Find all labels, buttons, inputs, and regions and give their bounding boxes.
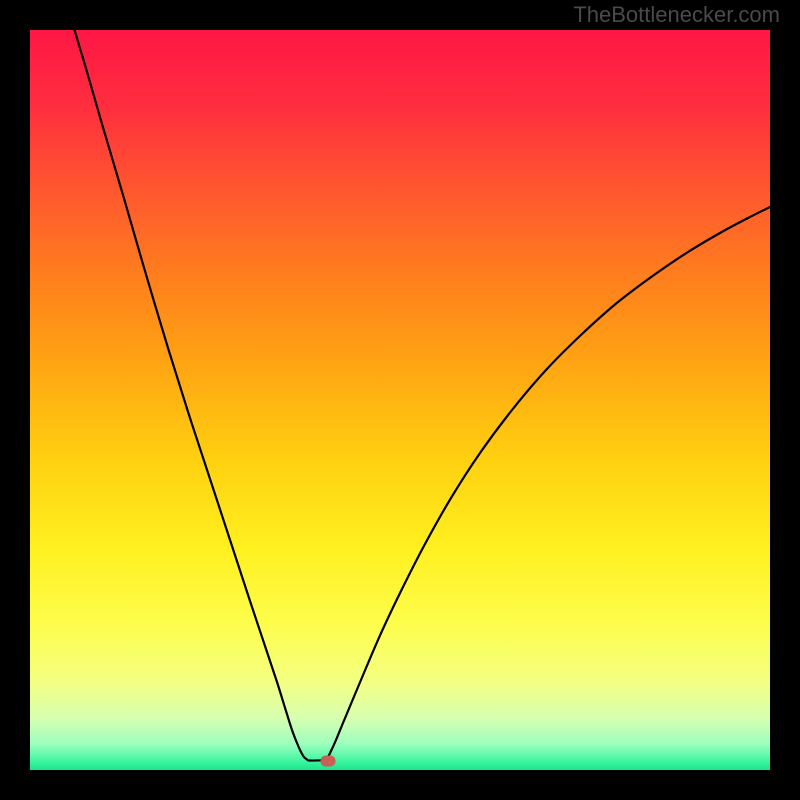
frame-border-bottom (0, 770, 800, 800)
frame-border-left (0, 0, 30, 800)
bottleneck-chart: TheBottlenecker.com (0, 0, 800, 800)
frame-border-right (770, 0, 800, 800)
plot-area (30, 30, 770, 770)
bottleneck-curve (30, 30, 770, 770)
optimal-point-marker (321, 756, 336, 767)
watermark-text: TheBottlenecker.com (573, 2, 780, 28)
